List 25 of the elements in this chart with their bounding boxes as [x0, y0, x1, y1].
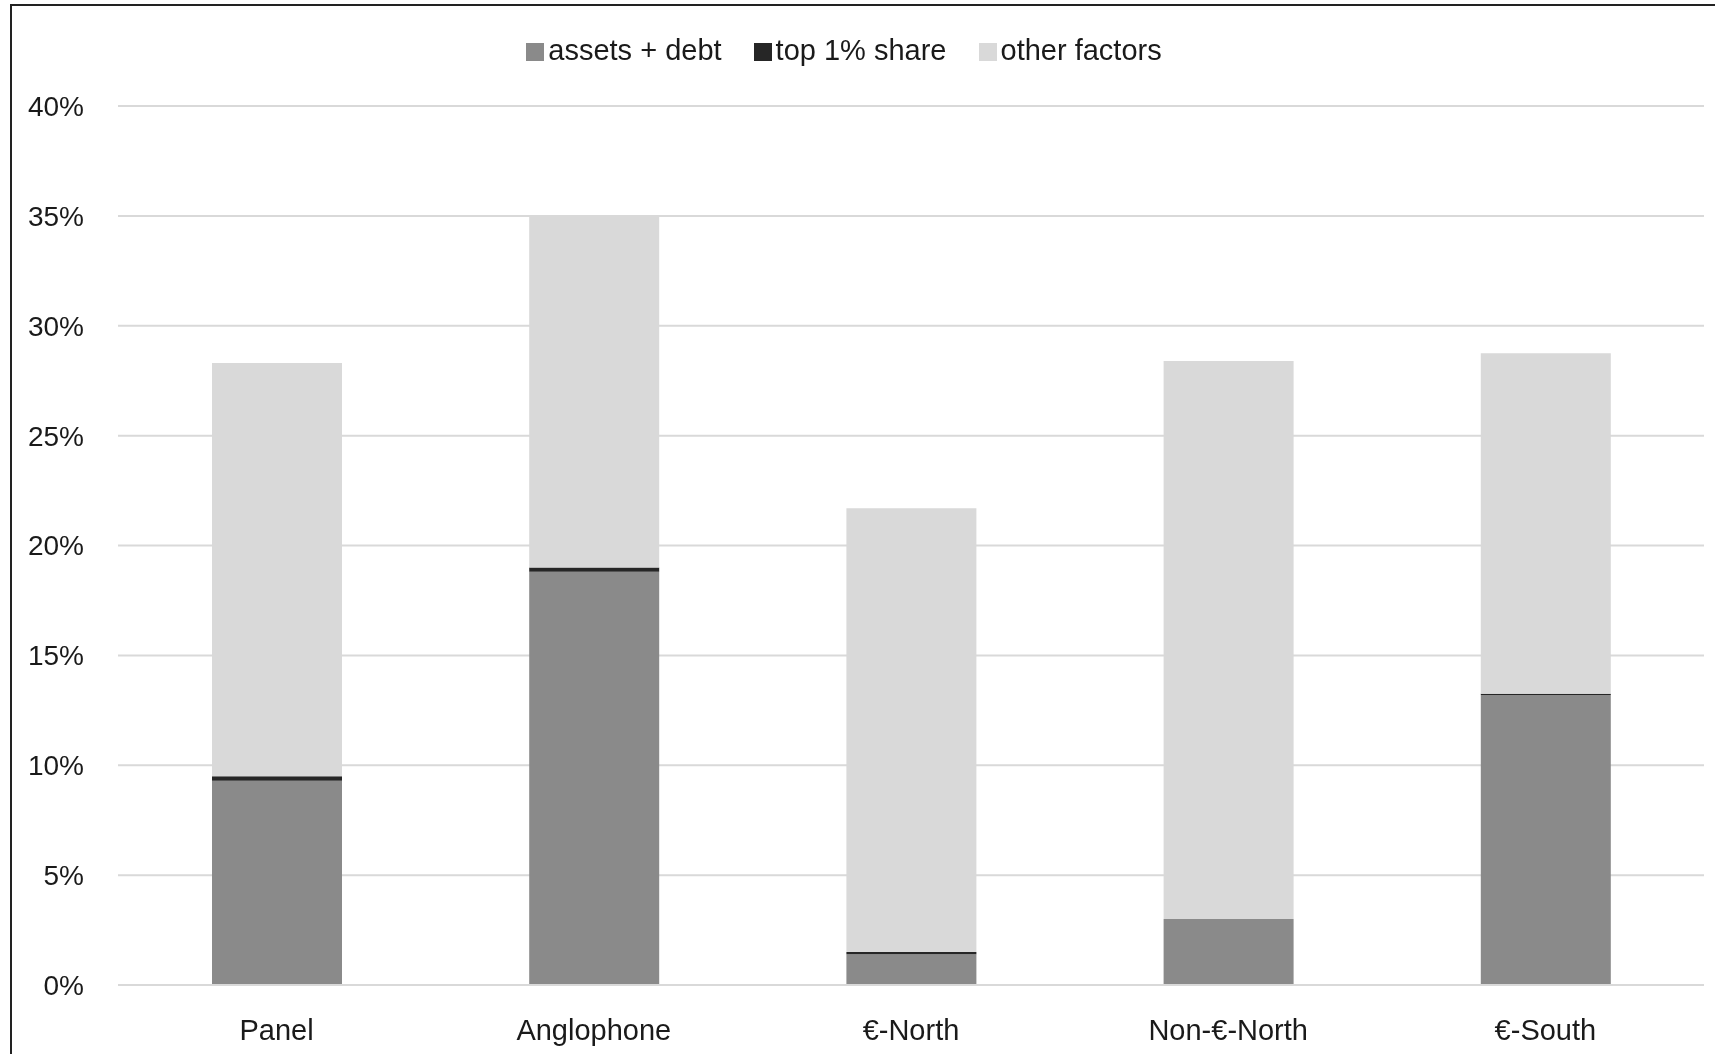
y-tick-label: 0% [43, 969, 84, 1001]
y-tick-label: 20% [27, 530, 84, 562]
y-tick-label: 30% [27, 310, 84, 342]
x-tick-label: Panel [239, 1013, 314, 1046]
bar [1163, 919, 1294, 985]
legend-label: assets + debt [548, 34, 722, 66]
bar [529, 567, 660, 572]
y-tick-label: 40% [27, 90, 84, 122]
bar [846, 952, 977, 955]
y-tick-label: 10% [27, 750, 84, 782]
x-tick-label: €-North [862, 1013, 960, 1046]
bar [212, 776, 342, 781]
bar [212, 780, 342, 985]
y-tick-label: 25% [27, 420, 84, 452]
legend-label: top 1% share [775, 34, 947, 66]
x-tick-label: €-South [1494, 1013, 1597, 1046]
bar [1480, 694, 1611, 985]
bar [529, 571, 660, 985]
bar [846, 954, 977, 985]
x-tick-label: Anglophone [516, 1013, 672, 1046]
y-tick-label: 15% [27, 640, 84, 672]
x-tick-label: Non-€-North [1148, 1013, 1308, 1046]
y-tick-label: 35% [27, 200, 84, 232]
y-tick-label: 5% [43, 860, 84, 892]
legend-label: other factors [1000, 34, 1162, 66]
